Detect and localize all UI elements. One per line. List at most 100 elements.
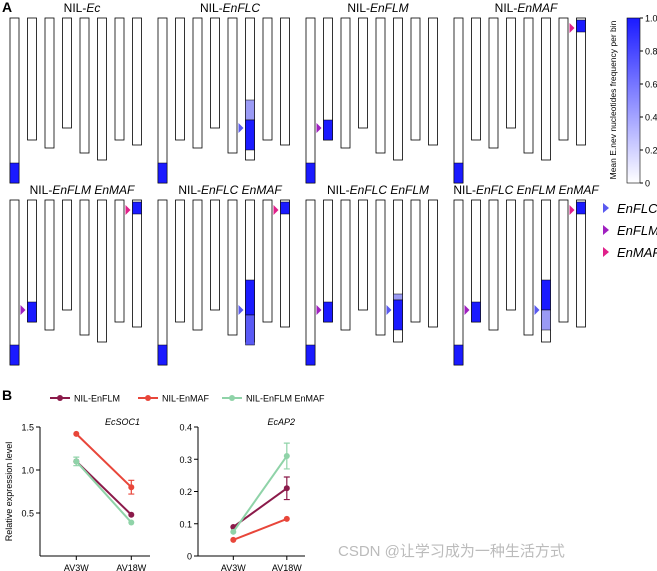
colorbar-tick-label: 0.6 — [645, 80, 657, 90]
data-point — [73, 430, 80, 437]
chromosome — [558, 17, 569, 141]
series-line — [75, 433, 132, 488]
title-name: EnFLC EnFLM EnMAF — [476, 183, 599, 197]
data-point — [283, 453, 290, 460]
data-point — [283, 515, 290, 522]
chromosome — [175, 17, 185, 141]
chromosome — [488, 199, 499, 331]
chromosome — [558, 199, 569, 323]
legend-label: EnMAF — [617, 245, 657, 260]
introgression — [305, 344, 316, 366]
colorbar — [626, 17, 641, 184]
title-prefix: NIL- — [347, 1, 370, 15]
title-prefix: NIL- — [64, 1, 87, 15]
y-tick-label: 0.5 — [21, 509, 34, 519]
chromosome — [114, 199, 125, 323]
gene-marker — [386, 305, 392, 315]
y-axis-label: Relative expression level — [4, 442, 14, 542]
chromosome — [453, 199, 464, 366]
chromosome — [358, 199, 368, 311]
data-point — [73, 458, 80, 465]
chromosome — [541, 17, 551, 161]
y-tick-label: 0.3 — [179, 455, 192, 465]
x-tick-label: AV18W — [272, 563, 302, 571]
panel-label: B — [2, 387, 12, 403]
chromosome — [305, 17, 316, 184]
introgression — [245, 279, 255, 316]
chromosome — [157, 17, 168, 184]
chart-title: EcAP2 — [267, 417, 295, 427]
chromosome — [262, 17, 273, 141]
introgression — [305, 162, 316, 184]
chromosome — [506, 17, 516, 129]
chromosome — [9, 199, 20, 366]
title-name: EnFLM EnMAF — [52, 183, 135, 197]
colorbar-tick-label: 0.2 — [645, 146, 657, 156]
genotype-title: NIL-Ec — [64, 1, 101, 15]
chromosome — [576, 17, 586, 146]
data-point — [128, 484, 135, 491]
chromosome — [393, 17, 403, 161]
legend-dot — [145, 395, 151, 401]
introgression — [245, 99, 255, 121]
genotype-title: NIL-EnFLC EnMAF — [178, 183, 282, 197]
introgression — [157, 162, 168, 184]
legend-marker — [603, 225, 609, 235]
introgression — [576, 19, 586, 33]
gene-marker — [273, 205, 279, 215]
chromosome — [9, 17, 20, 184]
genotype-title: NIL-EnFLC EnFLM — [327, 183, 429, 197]
chromosome — [428, 17, 438, 146]
chromosome — [576, 199, 586, 328]
introgression — [9, 344, 20, 366]
chromosome — [114, 17, 125, 141]
title-prefix: NIL- — [178, 183, 201, 197]
chromosome — [227, 199, 238, 336]
chromosome — [262, 199, 273, 323]
chromosome — [488, 17, 499, 149]
title-name: EnFLC EnFLM — [350, 183, 429, 197]
legend-label: NIL-EnFLM — [74, 394, 120, 404]
colorbar-tick-label: 0.4 — [645, 113, 657, 123]
chromosome — [44, 17, 55, 149]
gene-marker — [316, 123, 322, 133]
gene-marker — [464, 305, 470, 315]
genotype-title: NIL-EnMAF — [495, 1, 558, 15]
data-point — [128, 511, 135, 518]
chromosome — [79, 199, 90, 336]
title-name: Ec — [86, 1, 100, 15]
chromosome — [245, 17, 255, 161]
y-tick-label: 0.2 — [179, 487, 192, 497]
chromosome — [210, 17, 220, 129]
introgression — [323, 119, 333, 141]
colorbar-tick-label: 0.8 — [645, 47, 657, 57]
watermark: CSDN @让学习成为一种生活方式 — [338, 543, 565, 560]
gene-marker — [569, 23, 575, 33]
chromosome — [541, 199, 551, 343]
chromosome — [453, 17, 464, 184]
chromosome — [62, 17, 72, 129]
title-prefix: NIL- — [453, 183, 476, 197]
gene-marker — [316, 305, 322, 315]
chromosome — [358, 17, 368, 129]
data-point — [283, 485, 290, 492]
introgression — [453, 162, 464, 184]
introgression — [471, 301, 481, 323]
introgression — [245, 314, 255, 346]
chromosome — [227, 17, 238, 154]
introgression — [280, 201, 290, 215]
introgression — [9, 162, 20, 184]
introgression — [541, 279, 551, 311]
chart-title: EcSOC1 — [105, 417, 140, 427]
introgression — [393, 299, 403, 331]
colorbar-tick-label: 1.0 — [645, 14, 657, 24]
chromosome — [132, 199, 142, 328]
chromosome — [471, 17, 481, 141]
y-tick-label: 1.5 — [21, 423, 34, 433]
chromosome — [210, 199, 220, 311]
y-tick-label: 0 — [187, 552, 192, 562]
chromosome — [340, 17, 351, 149]
data-point — [230, 528, 237, 535]
introgression — [323, 301, 333, 323]
legend-marker — [603, 247, 609, 257]
